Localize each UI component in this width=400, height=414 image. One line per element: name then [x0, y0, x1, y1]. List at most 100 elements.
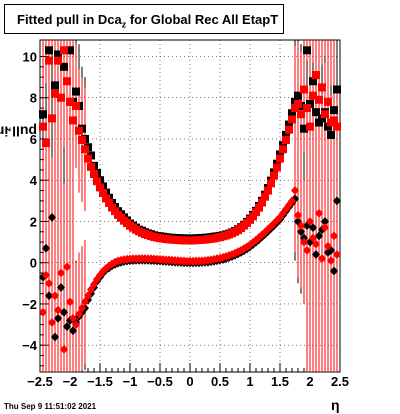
data-point-diamond — [288, 196, 296, 206]
data-point-diamond — [318, 254, 326, 264]
data-point-diamond — [60, 307, 68, 317]
data-point-square — [39, 122, 47, 131]
data-point-square — [288, 109, 296, 118]
data-point-square — [99, 189, 107, 198]
data-point-square — [279, 145, 287, 154]
data-point-square — [282, 130, 290, 139]
data-point-diamond — [45, 291, 53, 301]
data-point-diamond — [63, 322, 71, 332]
data-point-square — [87, 162, 95, 171]
data-point-diamond — [39, 307, 47, 317]
y-tick-label: 8 — [30, 91, 37, 106]
data-point-diamond — [303, 245, 311, 255]
data-point-diamond — [45, 278, 53, 288]
data-point-diamond — [315, 231, 323, 241]
data-point-diamond — [297, 227, 305, 237]
data-point-diamond — [51, 332, 59, 342]
data-point-diamond — [78, 303, 86, 313]
x-tick-label: −0.5 — [147, 374, 173, 389]
data-point-diamond — [54, 313, 62, 323]
data-point-square — [276, 150, 284, 159]
data-point-square — [279, 141, 287, 150]
data-point-diamond — [297, 221, 305, 231]
x-tick-label: 1.5 — [271, 374, 289, 389]
timestamp: Thu Sep 9 11:51:02 2021 — [4, 402, 97, 411]
data-point-diamond — [42, 270, 50, 280]
data-point-square — [324, 122, 332, 131]
data-point-square — [249, 212, 257, 221]
data-point-square — [303, 104, 311, 113]
data-point-square — [318, 83, 326, 92]
data-point-diamond — [309, 233, 317, 243]
x-tick-label: −2.5 — [27, 374, 53, 389]
data-point-square — [60, 46, 68, 55]
data-point-square — [42, 139, 50, 148]
data-point-square — [330, 106, 338, 115]
data-point-square — [321, 110, 329, 119]
data-point-square — [66, 97, 74, 106]
data-point-diamond — [309, 223, 317, 233]
data-point-square — [264, 186, 272, 195]
data-point-square — [72, 101, 80, 110]
data-point-diamond — [48, 318, 56, 328]
data-point-diamond — [330, 231, 338, 241]
data-point-diamond — [327, 256, 335, 266]
data-point-square — [309, 91, 317, 100]
y-tick-label: −2 — [22, 297, 37, 312]
x-tick-label: 2 — [306, 374, 313, 389]
data-point-diamond — [72, 320, 80, 330]
data-point-square — [312, 108, 320, 117]
data-point-square — [333, 85, 341, 94]
data-point-square — [306, 99, 314, 108]
data-point-square — [330, 116, 338, 125]
data-point-diamond — [69, 313, 77, 323]
data-point-square — [102, 194, 110, 203]
data-point-square — [81, 145, 89, 154]
data-point-square — [69, 116, 77, 125]
data-point-square — [66, 46, 74, 55]
data-point-square — [273, 163, 281, 172]
data-point-square — [63, 77, 71, 86]
x-tick-label: 1 — [246, 374, 253, 389]
data-point-diamond — [324, 241, 332, 251]
data-point-diamond — [42, 243, 50, 253]
data-point-diamond — [321, 216, 329, 226]
data-point-diamond — [63, 262, 71, 272]
data-point-square — [51, 89, 59, 98]
data-point-square — [84, 154, 92, 163]
data-point-square — [96, 183, 104, 192]
data-point-square — [324, 97, 332, 106]
data-point-diamond — [312, 239, 320, 249]
y-tick-label: 10 — [23, 49, 37, 64]
data-point-square — [57, 93, 65, 102]
data-point-diamond — [330, 266, 338, 276]
data-point-diamond — [48, 212, 56, 222]
data-point-square — [297, 110, 305, 119]
data-point-square — [93, 177, 101, 186]
data-point-diamond — [321, 223, 329, 233]
data-point-square — [255, 203, 263, 212]
data-point-diamond — [51, 291, 59, 301]
data-point-square — [300, 85, 308, 94]
data-point-square — [276, 154, 284, 163]
data-point-square — [54, 50, 62, 59]
data-point-square — [294, 99, 302, 108]
data-point-square — [45, 56, 53, 65]
data-point-square — [60, 62, 68, 71]
data-point-square — [45, 46, 53, 55]
data-point-diamond — [294, 210, 302, 220]
data-point-square — [267, 179, 275, 188]
data-point-diamond — [333, 249, 341, 259]
data-point-diamond — [312, 249, 320, 259]
data-point-square — [285, 120, 293, 129]
data-point-diamond — [57, 268, 65, 278]
data-point-square — [90, 170, 98, 179]
data-point-square — [303, 46, 311, 55]
data-point-diamond — [60, 344, 68, 354]
data-point-diamond — [54, 305, 62, 315]
data-point-square — [333, 122, 341, 131]
data-point-square — [300, 124, 308, 133]
data-point-diamond — [333, 196, 341, 206]
data-point-diamond — [300, 237, 308, 247]
